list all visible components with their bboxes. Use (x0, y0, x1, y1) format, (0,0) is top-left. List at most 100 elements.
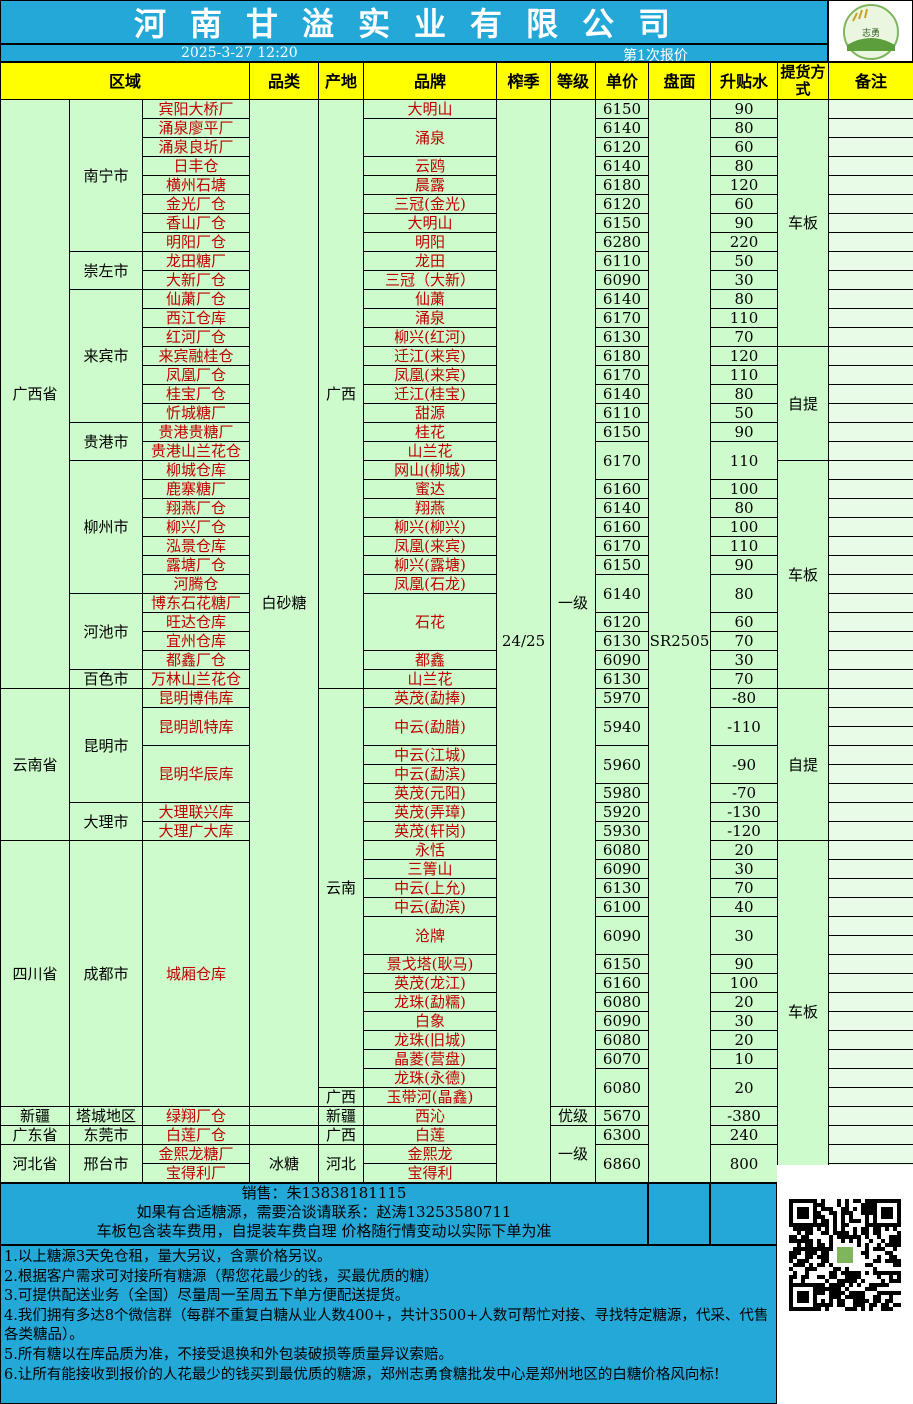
price-cell: 6130 (595, 878, 650, 898)
grade-cell: 一级 (550, 99, 597, 1107)
remark-cell (828, 536, 913, 556)
remark-cell (828, 365, 913, 385)
warehouse-cell: 凤凰厂仓 (141, 365, 251, 385)
col-region: 区域 (0, 62, 251, 100)
warehouse-cell: 城厢仓库 (141, 840, 251, 1107)
warehouse-cell: 昆明华辰库 (141, 745, 251, 803)
remark-cell (828, 916, 913, 936)
warehouse-cell: 明阳厂仓 (141, 232, 251, 252)
price-cell: 6090 (595, 650, 650, 670)
price-cell: 6090 (595, 1011, 650, 1031)
category-cell (249, 1125, 320, 1145)
remark-cell (828, 1106, 913, 1126)
basis-cell: 80 (710, 574, 779, 613)
col-price: 单价 (595, 62, 650, 100)
basis-cell: 70 (710, 878, 779, 898)
price-cell: 6170 (595, 536, 650, 556)
term-item: 2.根据客户需求可对接所有糖源（帮您花最少的钱，买最优质的糖） (4, 1268, 439, 1285)
remark-cell (828, 992, 913, 1012)
table-row: 广东省 东莞市 白莲厂仓 广西 白莲 一级 6300 240 (0, 1125, 913, 1183)
brand-cell: 白莲 (363, 1125, 498, 1145)
remark-cell (828, 1011, 913, 1031)
origin-cell: 广西 (318, 1125, 365, 1145)
table-row: 中云(上允) 6130 70 (1, 878, 913, 898)
brand-cell: 英茂(元阳) (363, 783, 498, 803)
basis-cell: 90 (710, 422, 779, 442)
basis-cell: 110 (710, 365, 779, 385)
remark-cell (828, 327, 913, 347)
table-row: 晶菱(营盘) 6070 10 (1, 1049, 913, 1069)
remark-cell (828, 251, 913, 271)
table-row: 龙珠(永德) 6080 20 (1, 1068, 913, 1107)
basis-cell: 50 (710, 251, 779, 271)
table-row: 河腾仓 凤凰(石龙) 6140 80 (1, 574, 913, 613)
price-cell: 6140 (595, 118, 650, 138)
basis-cell: 110 (710, 308, 779, 328)
remark-cell (828, 764, 913, 784)
city-cell: 贵港市 (69, 422, 143, 461)
basis-cell: 30 (710, 1011, 779, 1031)
remark-cell (828, 118, 913, 138)
brand-cell: 西沁 (363, 1106, 498, 1126)
basis-cell: -120 (710, 821, 779, 841)
brand-cell: 英茂(勐捧) (363, 688, 498, 708)
price-cell: 5940 (595, 707, 650, 746)
remark-cell (828, 1030, 913, 1050)
price-cell: 6160 (595, 517, 650, 537)
price-cell: 6080 (595, 992, 650, 1012)
warehouse-cell: 桂宝厂仓 (141, 384, 251, 404)
price-cell: 6150 (595, 213, 650, 233)
col-remark: 备注 (828, 62, 913, 100)
price-cell: 6090 (595, 859, 650, 879)
col-origin: 产地 (318, 62, 365, 100)
basis-cell: 10 (710, 1049, 779, 1069)
price-cell: 6120 (595, 612, 650, 632)
col-brand: 品牌 (363, 62, 498, 100)
city-cell: 百色市 (69, 669, 143, 689)
quote-round: 第1次报价 (623, 48, 688, 64)
remark-cell (828, 878, 913, 898)
remark-cell (828, 517, 913, 537)
basis-cell: 80 (710, 118, 779, 138)
brand-cell: 迁江(桂宝) (363, 384, 498, 404)
price-cell: 6110 (595, 403, 650, 423)
basis-cell: -90 (710, 745, 779, 784)
contact-line: 如果有合适糖源，需要洽谈请联系：赵涛13253580711 (136, 1203, 512, 1221)
warehouse-cell: 横州石塘 (141, 175, 251, 195)
warehouse-cell: 贵港山兰花仓 (141, 441, 251, 461)
brand-cell: 英茂(轩岗) (363, 821, 498, 841)
pickup-cell: 自提 (777, 346, 830, 461)
brand-cell: 龙珠(永德) (363, 1068, 498, 1088)
contact-block: 销售：朱13838181115 如果有合适糖源，需要洽谈请联系：赵涛132535… (0, 1183, 648, 1245)
remark-cell (828, 175, 913, 195)
price-cell: 6090 (595, 270, 650, 290)
basis-cell: 80 (710, 384, 779, 404)
basis-cell: 90 (710, 99, 779, 119)
term-item: 4.我们拥有多达8个微信群（每群不重复白糖从业人数400+，共计3500+人数可… (4, 1307, 769, 1344)
table-row (1, 935, 913, 955)
table-row: 昆明凯特库 中云(勐腊) 5940 -110 (1, 707, 913, 746)
brand-cell: 凤凰(来宾) (363, 536, 498, 556)
remark-cell (828, 1049, 913, 1069)
remark-cell (828, 840, 913, 860)
term-item: 5.所有糖以在库品质为准，不接受退换和外包装破损等质量异议索赔。 (4, 1346, 453, 1363)
price-cell: 6140 (595, 574, 650, 613)
table-row: 柳州市 柳城仓库 网山(柳城) 车板 (1, 460, 913, 689)
basis-cell: 110 (710, 536, 779, 556)
warehouse-cell: 旺达仓库 (141, 612, 251, 632)
col-futures: 盘面 (648, 62, 712, 100)
warehouse-cell: 绿翔厂仓 (141, 1106, 251, 1126)
basis-cell: 90 (710, 954, 779, 974)
remark-cell (828, 213, 913, 233)
city-cell: 来宾市 (69, 289, 143, 423)
remark-cell (828, 1125, 913, 1145)
brand-cell: 三冠(金光) (363, 194, 498, 214)
warehouse-cell: 博东石花糖厂 (141, 593, 251, 613)
province-cell: 四川省 (0, 840, 70, 1107)
table-row: 日丰仓 云鸥 6140 80 (1, 156, 913, 176)
price-cell: 6110 (595, 251, 650, 271)
remark-cell (828, 821, 913, 841)
price-cell: 5920 (595, 802, 650, 822)
table-row: 宜州仓库 6130 70 (1, 631, 913, 651)
warehouse-cell: 来宾融桂仓 (141, 346, 251, 366)
